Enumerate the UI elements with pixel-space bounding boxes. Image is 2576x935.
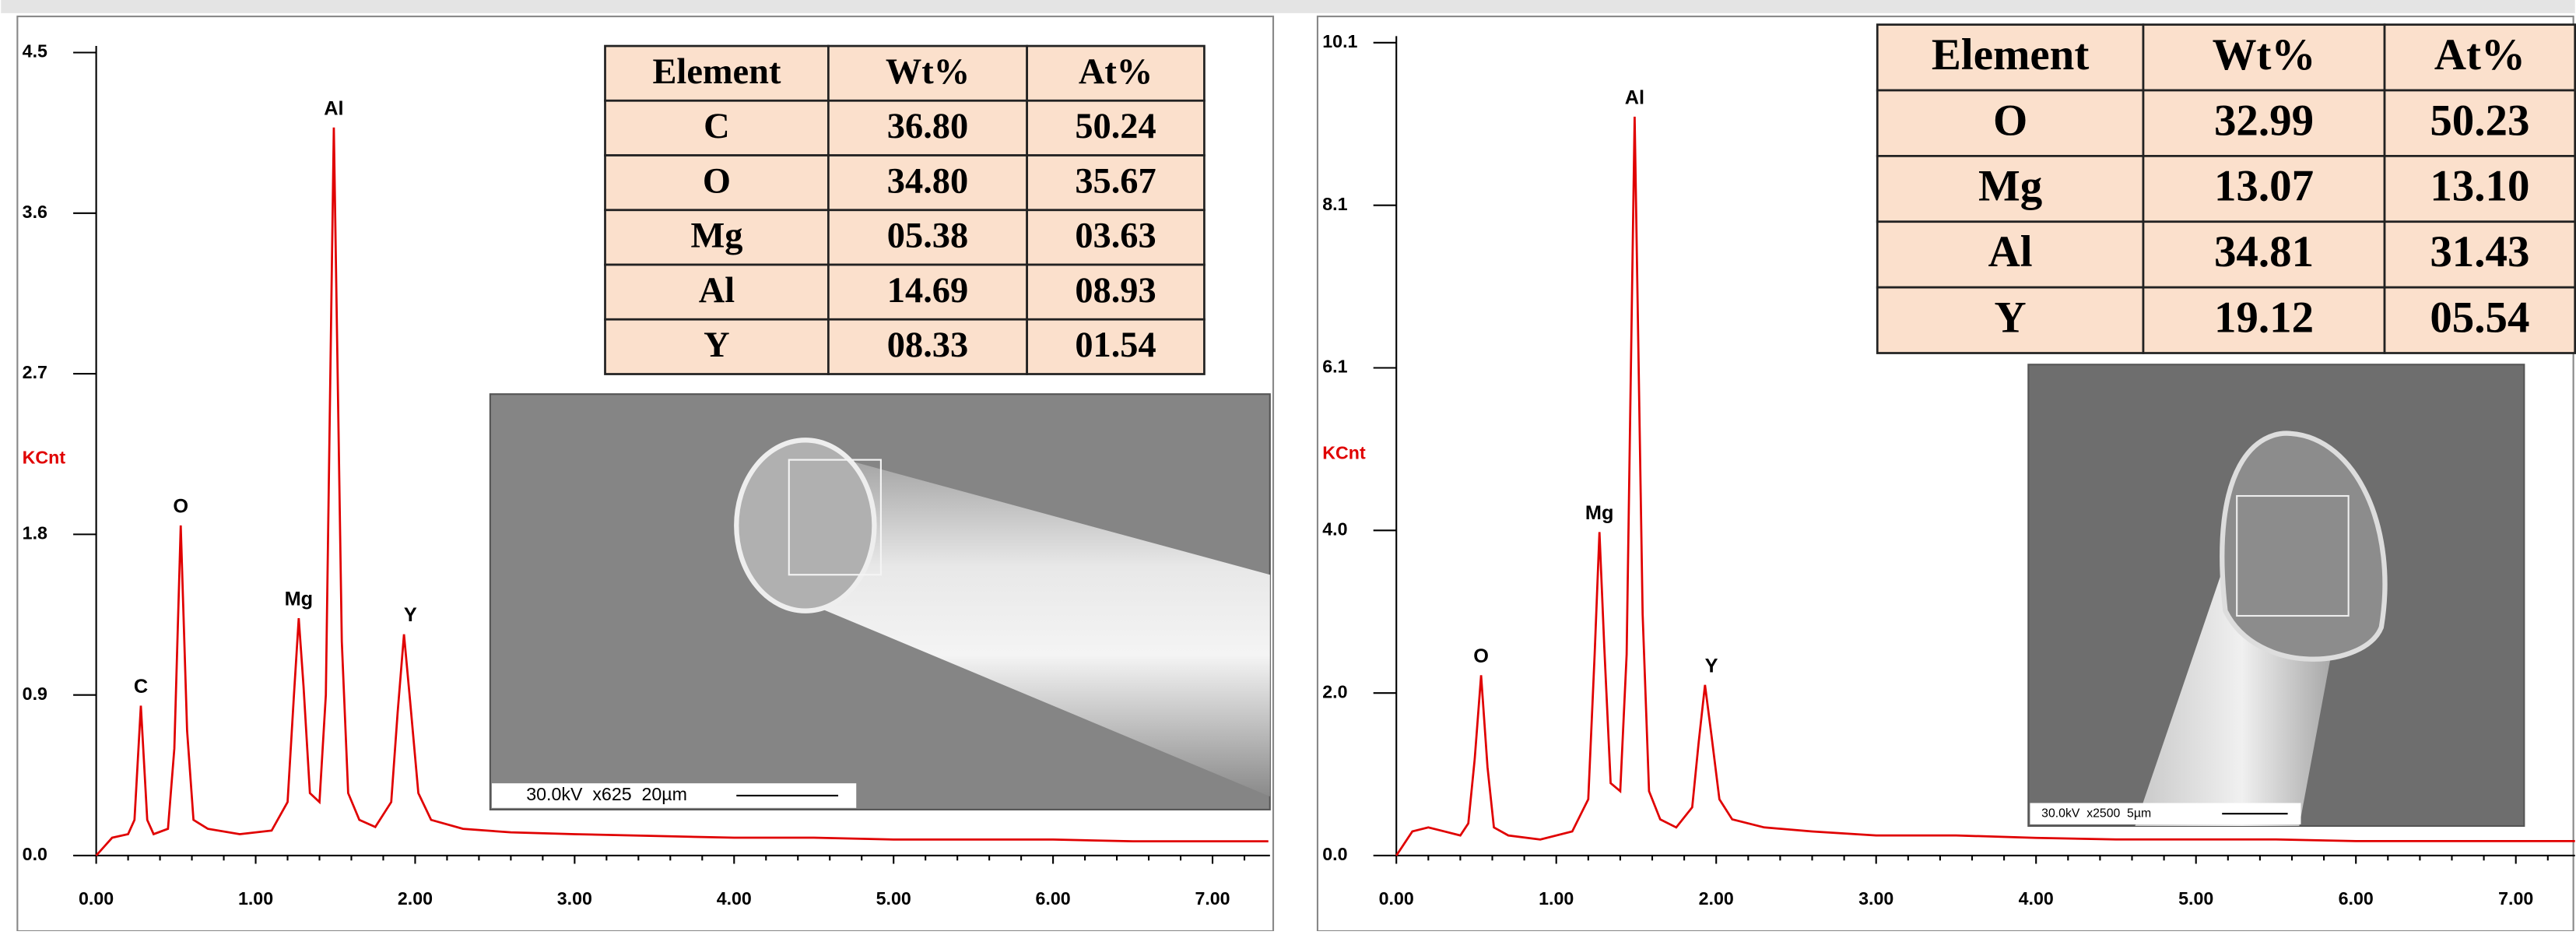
peak-label: O [1473, 645, 1489, 667]
peak-label: Mg [1585, 502, 1614, 524]
table-cell-text: 05.54 [2430, 293, 2529, 342]
top-strip [1, 0, 2574, 13]
y-tick-label: 0.0 [1322, 844, 1347, 864]
x-tick-label: 6.00 [2339, 888, 2374, 909]
table-cell-text: 32.99 [2214, 96, 2314, 145]
x-tick-label: 1.00 [238, 888, 273, 909]
table-header: At% [2434, 30, 2525, 79]
sem-image: 30.0kV x2500 5µm [2028, 364, 2524, 826]
y-axis-label: KCnt [23, 448, 66, 468]
y-tick-label: 4.5 [23, 41, 47, 62]
x-tick-label: 0.00 [79, 888, 114, 909]
x-tick-label: 7.00 [1195, 888, 1230, 909]
peak-label: Mg [285, 589, 314, 610]
table-header: Element [652, 52, 781, 92]
table-cell-text: Al [699, 271, 735, 311]
y-tick-label: 4.0 [1322, 518, 1347, 539]
table-cell-text: 13.07 [2214, 162, 2314, 211]
table-header: Wt% [886, 52, 970, 92]
y-tick-label: 3.6 [23, 202, 47, 222]
x-tick-label: 6.00 [1036, 888, 1071, 909]
table-cell-text: Mg [690, 216, 742, 256]
peak-label: O [173, 495, 188, 517]
table-cell-text: 08.93 [1075, 271, 1156, 311]
x-tick-label: 3.00 [1858, 888, 1893, 909]
y-axis-label: KCnt [1322, 442, 1366, 462]
table-cell-text: 31.43 [2430, 227, 2529, 276]
y-tick-label: 10.1 [1322, 31, 1357, 51]
peak-label: C [134, 676, 148, 698]
x-tick-label: 5.00 [2178, 888, 2213, 909]
table-cell-text: C [704, 107, 730, 146]
table-cell-text: 34.81 [2214, 227, 2314, 276]
sem-caption: 30.0kV x625 20µm [526, 784, 687, 804]
table-cell-text: O [1993, 96, 2027, 145]
table-cell-text: 36.80 [887, 107, 968, 146]
x-tick-label: 4.00 [717, 888, 752, 909]
table-cell-text: 50.24 [1075, 107, 1156, 146]
peak-label: Y [1705, 655, 1718, 677]
table-cell-text: Al [1988, 227, 2033, 276]
y-tick-label: 2.0 [1322, 681, 1347, 701]
x-tick-label: 4.00 [2019, 888, 2054, 909]
table-cell-text: 08.33 [887, 325, 968, 365]
x-tick-label: 2.00 [1699, 888, 1734, 909]
page: {"chart_data": [ {"type": "line", "ylabe… [0, 0, 2576, 931]
table-header: At% [1079, 52, 1153, 92]
table-cell-text: 01.54 [1075, 325, 1156, 365]
table-header: Wt% [2213, 30, 2316, 79]
y-tick-label: 0.9 [23, 684, 47, 704]
y-tick-label: 1.8 [23, 523, 47, 543]
table-cell-text: 35.67 [1075, 161, 1156, 201]
figure: 0.0 0.9 1.8 2.7 3.6 4.5 KCnt 0.00 1.00 2.00 3.00 4.… [0, 0, 2576, 931]
x-tick-label: 2.00 [398, 888, 433, 909]
table-cell-text: 34.80 [887, 161, 968, 201]
table-cell-text: 05.38 [887, 216, 968, 256]
table-cell-text: 19.12 [2214, 293, 2314, 342]
table-cell-text: 50.23 [2430, 96, 2529, 145]
peak-label: Y [404, 604, 417, 626]
table-cell-text: Mg [1978, 162, 2042, 211]
table-cell-text: Y [704, 325, 730, 365]
table-cell-text: 03.63 [1075, 216, 1156, 256]
sem-caption: 30.0kV x2500 5µm [2041, 807, 2151, 820]
sem-image: 30.0kV x625 20µm [490, 394, 1270, 810]
y-tick-label: 0.0 [23, 844, 47, 864]
table-cell-text: Y [1995, 293, 2027, 342]
x-tick-label: 1.00 [1539, 888, 1574, 909]
y-tick-label: 8.1 [1322, 194, 1347, 214]
table-header: Element [1932, 30, 2089, 79]
peak-label: Al [1625, 86, 1644, 108]
sem-rod-end [736, 440, 874, 610]
x-tick-label: 7.00 [2498, 888, 2533, 909]
peak-label: Al [324, 97, 343, 119]
table-cell-text: 13.10 [2430, 162, 2529, 211]
x-tick-label: 0.00 [1379, 888, 1414, 909]
x-tick-label: 3.00 [557, 888, 592, 909]
x-tick-label: 5.00 [876, 888, 911, 909]
y-tick-label: 2.7 [23, 362, 47, 382]
table-cell-text: 14.69 [887, 271, 968, 311]
y-tick-label: 6.1 [1322, 357, 1347, 377]
table-cell-text: O [703, 161, 731, 201]
